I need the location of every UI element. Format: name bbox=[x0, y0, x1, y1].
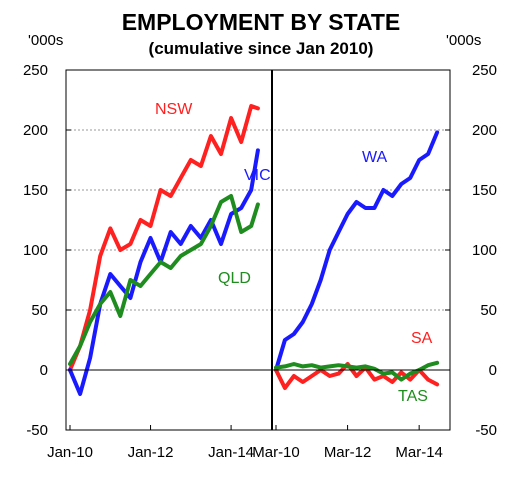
series-line-nsw bbox=[68, 104, 260, 372]
label-vic: VIC bbox=[244, 167, 271, 184]
y-tick-label-right: 0 bbox=[489, 362, 497, 379]
y-tick-label-left: 0 bbox=[40, 362, 48, 379]
label-wa: WA bbox=[362, 149, 388, 166]
x-tick-label: Mar-14 bbox=[395, 444, 443, 461]
chart-title: EMPLOYMENT BY STATE bbox=[122, 9, 401, 35]
gridlines bbox=[66, 129, 450, 311]
y-tick-label-left: 200 bbox=[23, 122, 48, 139]
y-tick-label-left: 100 bbox=[23, 242, 48, 259]
y-unit-right: '000s bbox=[446, 32, 481, 49]
x-tick-label: Jan-10 bbox=[47, 444, 93, 461]
series-line-tas bbox=[274, 360, 440, 382]
y-tick-label-right: 200 bbox=[472, 122, 497, 139]
y-tick-label-left: 150 bbox=[23, 182, 48, 199]
label-tas: TAS bbox=[398, 388, 428, 405]
y-tick-label-right: -50 bbox=[475, 422, 497, 439]
y-unit-left: '000s bbox=[28, 32, 63, 49]
chart-subtitle: (cumulative since Jan 2010) bbox=[149, 39, 374, 58]
label-nsw: NSW bbox=[155, 101, 193, 118]
x-tick-label: Jan-14 bbox=[208, 444, 254, 461]
y-tick-label-left: -50 bbox=[26, 422, 48, 439]
series-lines bbox=[68, 104, 440, 396]
y-tick-label-left: 50 bbox=[31, 302, 48, 319]
axes: -50 -50 0 0 50 50 100 100 150 150 200 200 250 250 Jan-… bbox=[23, 62, 497, 461]
y-tick-label-right: 100 bbox=[472, 242, 497, 259]
series-line-wa bbox=[274, 130, 440, 372]
label-sa: SA bbox=[411, 330, 433, 347]
y-tick-label-left: 250 bbox=[23, 62, 48, 79]
series-line-sa bbox=[274, 362, 440, 390]
y-tick-label-right: 50 bbox=[480, 302, 497, 319]
y-tick-label-right: 150 bbox=[472, 182, 497, 199]
label-qld: QLD bbox=[218, 270, 251, 287]
x-tick-label: Mar-12 bbox=[324, 444, 372, 461]
x-tick-label: Jan-12 bbox=[128, 444, 174, 461]
series-line-qld bbox=[68, 194, 260, 366]
x-tick-label: Mar-10 bbox=[252, 444, 300, 461]
y-tick-label-right: 250 bbox=[472, 62, 497, 79]
